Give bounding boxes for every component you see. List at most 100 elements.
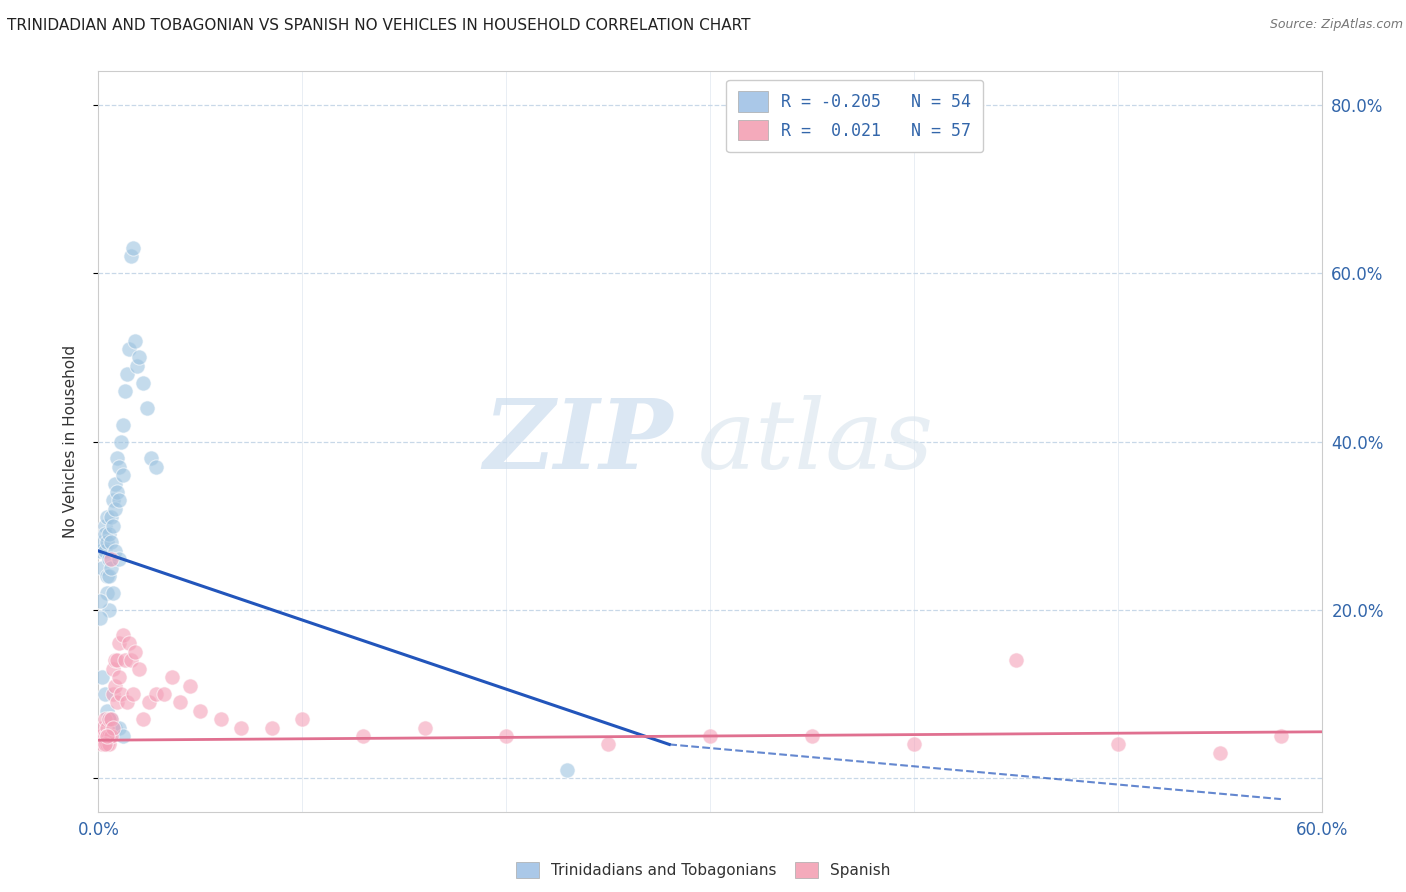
Point xyxy=(108,670,131,684)
Point xyxy=(152,687,174,701)
Point xyxy=(145,459,167,474)
Point xyxy=(138,695,160,709)
Point xyxy=(104,544,127,558)
Point xyxy=(91,721,114,735)
Point xyxy=(93,687,115,701)
Point xyxy=(93,729,115,743)
Point xyxy=(97,729,120,743)
Point xyxy=(104,501,127,516)
Legend: Trinidadians and Tobagonians, Spanish: Trinidadians and Tobagonians, Spanish xyxy=(509,856,897,884)
Point xyxy=(91,670,114,684)
Point xyxy=(1270,729,1292,743)
Point xyxy=(97,712,120,726)
Text: atlas: atlas xyxy=(697,394,934,489)
Point xyxy=(111,468,134,483)
Point xyxy=(115,368,138,382)
Point xyxy=(141,451,163,466)
Point xyxy=(100,560,122,574)
Point xyxy=(188,704,212,718)
Point xyxy=(101,662,124,676)
Point xyxy=(104,653,127,667)
Text: Source: ZipAtlas.com: Source: ZipAtlas.com xyxy=(1270,18,1403,31)
Point xyxy=(96,704,118,718)
Point xyxy=(169,695,191,709)
Point xyxy=(122,241,145,255)
Point xyxy=(100,712,122,726)
Point xyxy=(352,729,374,743)
Point xyxy=(108,636,131,650)
Point xyxy=(179,679,201,693)
Point xyxy=(260,721,283,735)
Point xyxy=(100,535,122,549)
Point xyxy=(100,552,122,566)
Point xyxy=(101,586,124,600)
Point xyxy=(118,636,141,650)
Point xyxy=(120,653,142,667)
Point xyxy=(104,721,127,735)
Point xyxy=(114,653,136,667)
Point xyxy=(96,510,118,524)
Point xyxy=(136,401,159,415)
Point xyxy=(124,645,146,659)
Point xyxy=(1107,738,1129,752)
Point xyxy=(104,476,127,491)
Point xyxy=(101,721,124,735)
Point xyxy=(96,721,118,735)
Point xyxy=(96,729,118,743)
Point xyxy=(132,712,155,726)
Point xyxy=(96,535,118,549)
Point xyxy=(97,527,120,541)
Point xyxy=(1004,653,1026,667)
Point xyxy=(110,687,132,701)
Point xyxy=(118,342,141,356)
Point xyxy=(495,729,517,743)
Point xyxy=(91,560,114,574)
Point xyxy=(1209,746,1232,760)
Point xyxy=(97,738,120,752)
Point xyxy=(108,459,131,474)
Point xyxy=(100,712,122,726)
Point xyxy=(145,687,167,701)
Point xyxy=(557,763,579,777)
Text: TRINIDADIAN AND TOBAGONIAN VS SPANISH NO VEHICLES IN HOUSEHOLD CORRELATION CHART: TRINIDADIAN AND TOBAGONIAN VS SPANISH NO… xyxy=(7,18,751,33)
Point xyxy=(120,250,142,264)
Point xyxy=(801,729,824,743)
Point xyxy=(104,679,127,693)
Point xyxy=(101,687,124,701)
Point xyxy=(97,712,120,726)
Point xyxy=(111,729,134,743)
Point xyxy=(96,569,118,583)
Point xyxy=(97,552,120,566)
Point xyxy=(110,434,132,449)
Point xyxy=(97,603,120,617)
Text: ZIP: ZIP xyxy=(484,394,673,489)
Point xyxy=(231,721,253,735)
Point xyxy=(105,451,128,466)
Point xyxy=(97,569,120,583)
Point xyxy=(101,493,124,508)
Point xyxy=(128,351,150,365)
Point xyxy=(93,527,115,541)
Point xyxy=(699,729,721,743)
Point xyxy=(89,544,111,558)
Point xyxy=(111,417,134,432)
Point xyxy=(124,334,146,348)
Point xyxy=(127,359,149,373)
Point xyxy=(89,594,111,608)
Point xyxy=(115,695,138,709)
Point xyxy=(100,510,122,524)
Point xyxy=(128,662,150,676)
Point xyxy=(108,552,131,566)
Point xyxy=(93,738,115,752)
Point xyxy=(89,611,111,625)
Point xyxy=(413,721,436,735)
Point xyxy=(96,586,118,600)
Point xyxy=(96,729,118,743)
Point xyxy=(114,384,136,398)
Point xyxy=(903,738,925,752)
Y-axis label: No Vehicles in Household: No Vehicles in Household xyxy=(63,345,77,538)
Point xyxy=(100,729,122,743)
Point xyxy=(93,544,115,558)
Point xyxy=(96,738,118,752)
Point xyxy=(108,721,131,735)
